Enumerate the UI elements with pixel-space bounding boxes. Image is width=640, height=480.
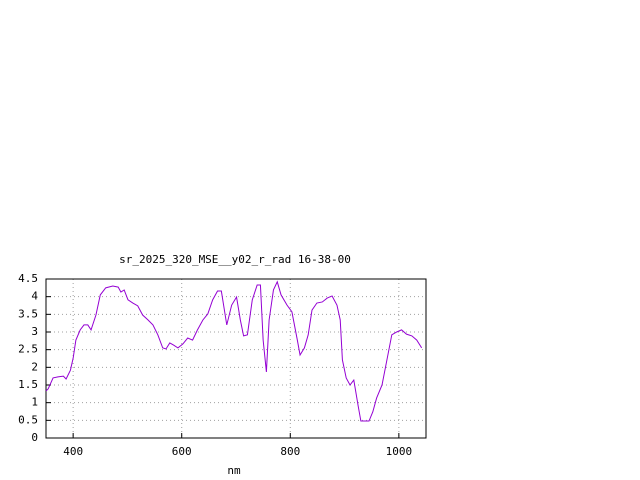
x-tick-label: 600 [172, 445, 192, 458]
x-tick-label: 400 [63, 445, 83, 458]
x-axis-label: nm [227, 464, 241, 477]
plot-frame [45, 278, 427, 439]
y-tick-label: 0.5 [18, 413, 38, 426]
y-tick-label: 2.5 [18, 343, 38, 356]
chart-title: sr_2025_320_MSE__y02_r_rad 16-38-00 [119, 253, 351, 266]
y-tick-label: 3 [31, 325, 38, 338]
y-tick-label: 3.5 [18, 307, 38, 320]
y-tick-label: 4 [31, 290, 38, 303]
data-line [45, 280, 423, 422]
x-tick-label: 800 [280, 445, 300, 458]
y-tick-label: 1 [31, 396, 38, 409]
x-tick-label: 1000 [386, 445, 413, 458]
y-tick-label: 2 [31, 360, 38, 373]
y-tick-label: 4.5 [18, 272, 38, 285]
y-tick-label: 0 [31, 431, 38, 444]
y-tick-label: 1.5 [18, 378, 38, 391]
